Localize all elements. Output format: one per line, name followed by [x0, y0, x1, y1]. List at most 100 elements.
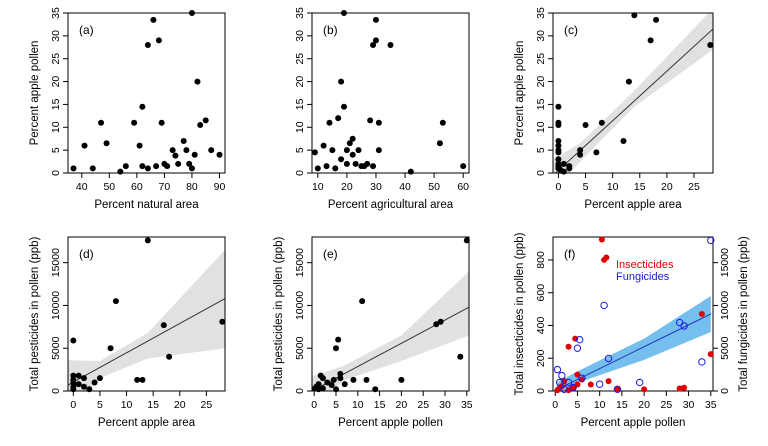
data-point [186, 160, 193, 167]
y-axis-label: Total pesticides in pollen (ppb) [273, 236, 285, 391]
data-point [314, 165, 321, 172]
data-point [150, 16, 157, 23]
y-tick-label: 35 [50, 7, 62, 19]
x-tick-label: 10 [594, 399, 606, 411]
data-point [335, 336, 342, 343]
x-tick-label: 30 [439, 399, 451, 411]
data-point [349, 135, 356, 142]
y-tick-label: 35 [294, 7, 306, 19]
panel-label: (e) [323, 247, 338, 261]
data-point-fungicides [578, 374, 586, 382]
data-point-fungicides [600, 301, 608, 310]
data-point [375, 147, 382, 154]
data-point [631, 12, 638, 19]
data-point [191, 151, 198, 158]
data-point [188, 10, 195, 16]
y-axis-label: Total insecticides in pollen (ppb) [514, 232, 526, 395]
data-point [319, 385, 326, 392]
y-tick-label: 10000 [50, 291, 62, 320]
data-point [183, 147, 190, 154]
data-point-insecticides [681, 384, 688, 391]
y-axis-label: Total pesticides in pollen (ppb) [29, 236, 41, 391]
data-point [707, 42, 714, 48]
data-point [96, 375, 103, 382]
data-point [439, 119, 446, 126]
data-point-insecticides [574, 381, 581, 388]
data-point [326, 119, 333, 126]
x-tick-label: 15 [147, 399, 159, 411]
data-point [352, 160, 359, 167]
y-axis-right-label: Total fungicides in pollen (ppb) [738, 236, 750, 392]
x-tick-label: 50 [428, 181, 440, 193]
data-point [136, 142, 143, 149]
data-point [70, 372, 77, 379]
data-point-insecticides [558, 383, 565, 390]
y-tick-label: 25 [535, 53, 547, 65]
data-point [320, 142, 327, 149]
data-point [158, 119, 165, 126]
data-point [107, 345, 114, 352]
data-point [350, 376, 357, 383]
data-point [311, 149, 318, 156]
data-point [341, 381, 348, 388]
x-tick-label: 50 [103, 181, 115, 193]
data-point [75, 381, 82, 388]
y-axis-label: Percent apple pollen [29, 41, 41, 146]
data-point [80, 375, 87, 382]
data-point [555, 142, 562, 149]
x-tick-label: 60 [457, 181, 469, 193]
y-tick-label: 15 [50, 98, 62, 110]
data-point [139, 103, 146, 110]
y-tick-label: 800 [535, 251, 547, 269]
data-point [387, 42, 394, 48]
data-point [653, 16, 660, 23]
x-tick-label: 5 [97, 399, 103, 411]
data-point [89, 165, 96, 172]
data-point-fungicides [569, 383, 577, 392]
data-point [367, 117, 374, 124]
data-point-fungicides [555, 378, 564, 387]
data-point [625, 78, 632, 85]
data-point-insecticides [698, 311, 705, 317]
data-point [91, 379, 98, 386]
data-point [139, 376, 146, 383]
data-point [197, 122, 204, 128]
panel-label: (d) [79, 247, 94, 261]
x-tick-label: 20 [174, 399, 186, 411]
y-tick-label: 0 [50, 388, 62, 394]
x-axis-label: Percent apple area [98, 417, 196, 429]
data-point-insecticides [570, 384, 576, 391]
x-tick-label: 25 [201, 399, 213, 411]
data-point-insecticides [565, 343, 572, 350]
confidence-band [557, 295, 711, 391]
y-tick-label: 5000 [294, 336, 306, 360]
data-point [555, 138, 562, 144]
x-axis-label: Percent apple area [584, 199, 682, 211]
data-point [433, 321, 440, 328]
panel-label: (c) [564, 23, 578, 37]
data-point [81, 142, 88, 149]
x-tick-label: 10 [121, 399, 133, 411]
data-point-fungicides [575, 335, 584, 344]
data-point [330, 376, 337, 383]
x-axis-label: Percent apple pollen [581, 417, 686, 429]
data-point-fungicides [707, 236, 715, 245]
data-point [335, 115, 342, 122]
data-point [98, 119, 105, 126]
data-point [343, 147, 350, 154]
x-tick-label: 10 [312, 181, 324, 193]
data-point [155, 37, 162, 44]
x-axis-label: Percent apple pollen [338, 417, 443, 429]
data-point-fungicides [573, 344, 582, 352]
y-tick-label: 25 [50, 53, 62, 65]
data-point [577, 147, 584, 154]
data-point [70, 337, 77, 344]
data-point-fungicides [635, 378, 644, 387]
x-tick-label: 0 [311, 399, 317, 411]
data-point-insecticides [707, 351, 714, 358]
data-point [202, 117, 209, 124]
data-point-insecticides [598, 236, 605, 243]
data-point [70, 386, 77, 393]
data-point [131, 119, 138, 126]
y-tick-label: 20 [50, 76, 62, 88]
